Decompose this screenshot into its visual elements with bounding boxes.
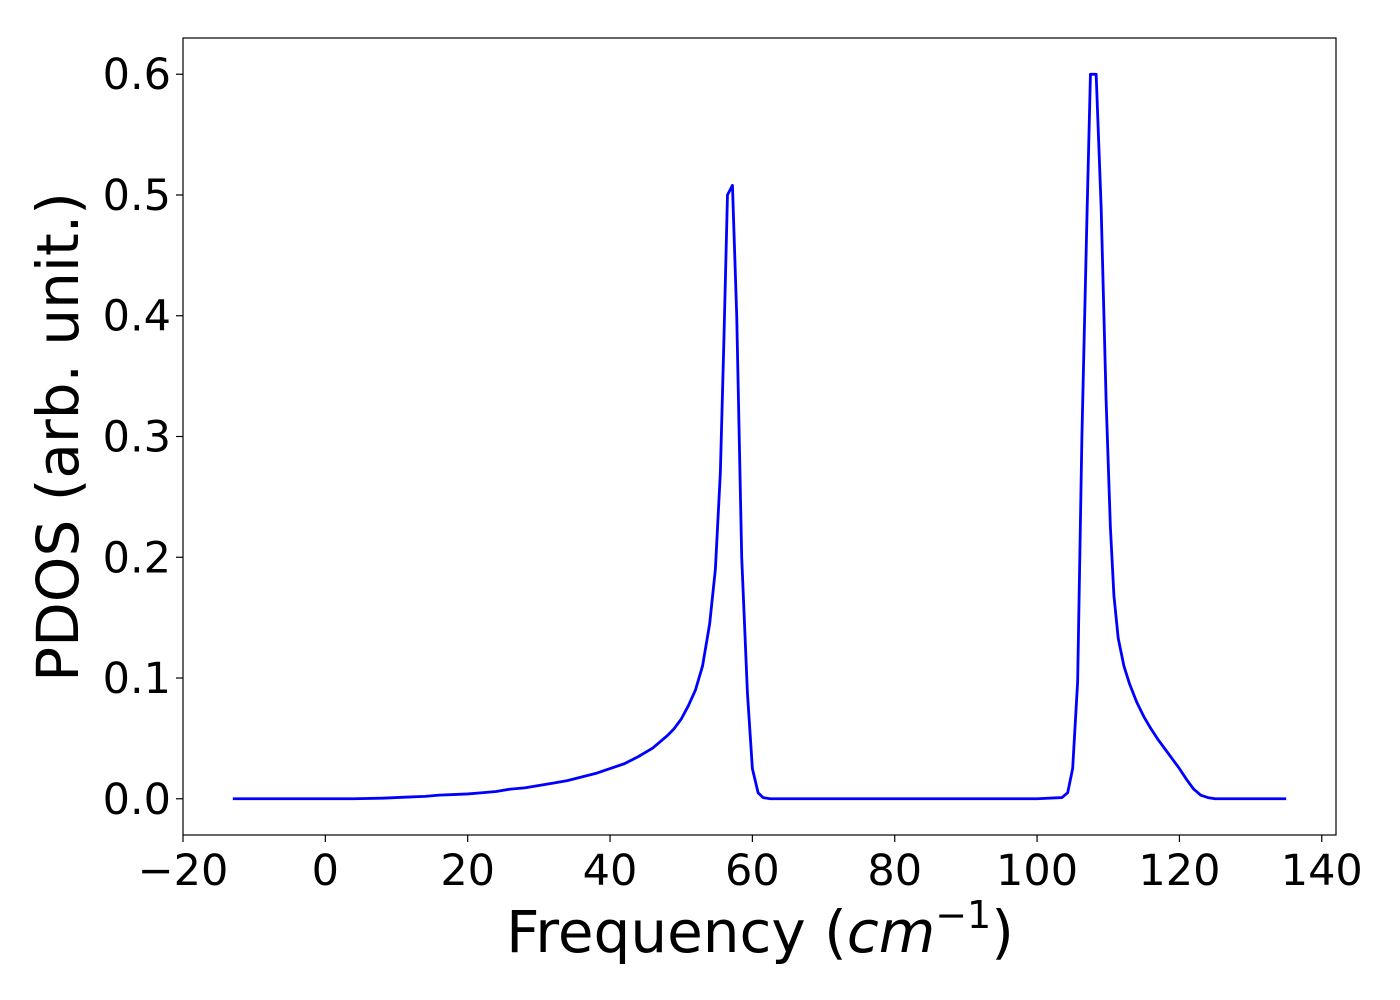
x-ticks: −20 0 20 40 60 80 100 120 140 xyxy=(138,835,1363,896)
x-axis-label-prefix: Frequency ( xyxy=(506,898,847,966)
x-tick-label: 80 xyxy=(867,846,922,896)
x-tick-label: 100 xyxy=(996,846,1078,896)
y-tick-label: 0.5 xyxy=(103,171,171,221)
y-tick-label: 0.6 xyxy=(103,50,171,100)
y-tick-label: 0.0 xyxy=(103,775,171,825)
y-tick-label: 0.1 xyxy=(103,654,171,704)
x-tick-label: 0 xyxy=(312,846,339,896)
x-tick-label: −20 xyxy=(138,846,229,896)
y-tick-label: 0.2 xyxy=(103,533,171,583)
x-axis-label-suffix: ) xyxy=(991,898,1014,966)
y-tick-label: 0.4 xyxy=(103,292,171,342)
x-tick-label: 140 xyxy=(1281,846,1363,896)
y-tick-label: 0.3 xyxy=(103,413,171,463)
plot-frame xyxy=(182,37,1337,836)
x-axis-label-exponent: −1 xyxy=(935,893,991,937)
pdos-series-line xyxy=(232,72,1287,801)
series-layer xyxy=(232,72,1287,801)
axes: −20 0 20 40 60 80 100 120 140 0.0 0.1 0.2 0.3 0.4 0.5… xyxy=(103,37,1363,896)
x-tick-label: 20 xyxy=(440,846,495,896)
x-axis-label-unit: cm xyxy=(847,898,935,966)
y-ticks: 0.0 0.1 0.2 0.3 0.4 0.5 0.6 xyxy=(103,50,183,825)
x-axis-label: Frequency (cm−1) xyxy=(506,893,1014,966)
y-axis-label: PDOS (arb. unit.) xyxy=(24,192,92,682)
x-tick-label: 60 xyxy=(725,846,780,896)
x-tick-label: 40 xyxy=(583,846,638,896)
x-tick-label: 120 xyxy=(1138,846,1220,896)
